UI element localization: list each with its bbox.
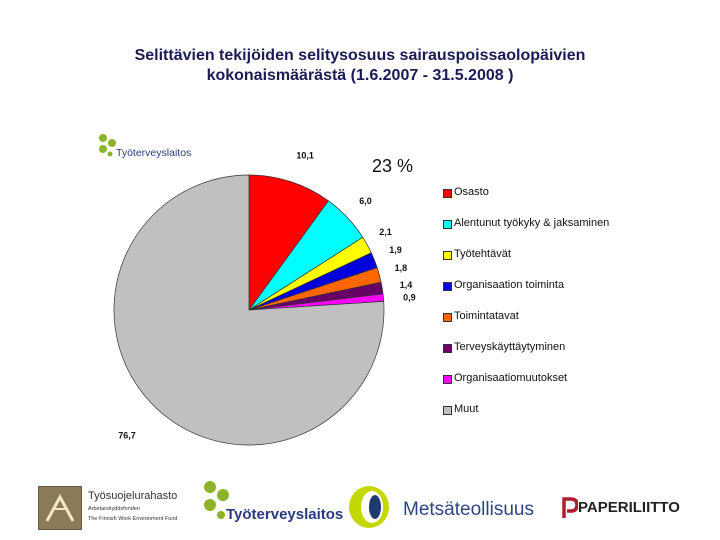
paperiliitto-logo: PAPERILIITTO <box>562 496 692 526</box>
ttl-leaf-icon <box>99 134 116 157</box>
data-label-1: 10,1 <box>296 150 314 160</box>
pie-slice-1 <box>248 174 329 312</box>
legend-label: Muut <box>454 403 479 415</box>
legend-item-8: Muut <box>440 403 640 417</box>
tsr-logo-name: Työsuojelurahasto <box>88 490 178 502</box>
ttl-logo-small: Työterveyslaitos <box>96 130 206 164</box>
legend-item-5: Toimintatavat <box>440 310 640 324</box>
ttl-leaf-icon-large <box>204 481 229 519</box>
legend-label: Työtehtävät <box>454 248 511 260</box>
data-label-4: 1,9 <box>389 245 402 255</box>
metsateollisuus-logo: Metsäteollisuus <box>345 484 555 530</box>
legend-swatch <box>443 375 452 384</box>
paperiliitto-p-icon <box>562 497 578 518</box>
chart-title-line2: kokonaismäärästä (1.6.2007 - 31.5.2008 ) <box>206 67 514 84</box>
legend-item-2: Alentunut työkyky & jaksaminen <box>440 217 640 231</box>
legend-swatch <box>443 406 452 415</box>
legend-item-4: Organisaation toiminta <box>440 279 640 293</box>
legend-swatch <box>443 344 452 353</box>
chart-title: Selittävien tekijöiden selitysosuus sair… <box>60 46 660 86</box>
data-label-8: 76,7 <box>118 431 136 441</box>
ttl-logo-small-label: Työterveyslaitos <box>116 147 192 159</box>
legend-item-7: Organisaatiomuutokset <box>440 372 640 386</box>
legend-label: Toimintatavat <box>454 310 519 322</box>
legend-label: Alentunut työkyky & jaksaminen <box>454 217 610 229</box>
legend-label: Osasto <box>454 186 489 198</box>
legend-label: Organisaatiomuutokset <box>454 372 568 384</box>
pie-slice-8 <box>113 174 385 446</box>
metsateollisuus-logo-name: Metsäteollisuus <box>403 499 534 520</box>
data-label-2: 6,0 <box>359 196 372 206</box>
paperiliitto-logo-name: PAPERILIITTO <box>578 499 680 516</box>
data-label-7: 0,9 <box>403 292 416 302</box>
legend-label: Organisaation toiminta <box>454 279 565 291</box>
tsr-logo: Työsuojelurahasto Arbetarskyddsfonden Th… <box>38 486 178 530</box>
percentage-annotation: 23 % <box>372 156 414 176</box>
legend-swatch <box>443 189 452 198</box>
tsr-logo-sub1: Arbetarskyddsfonden <box>88 506 140 512</box>
legend-swatch <box>443 313 452 322</box>
legend-swatch <box>443 220 452 229</box>
chart-title-line1: Selittävien tekijöiden selitysosuus sair… <box>134 47 586 64</box>
ttl-logo: Työterveyslaitos <box>200 478 345 528</box>
metsateollisuus-emblem-icon <box>349 486 389 528</box>
tsr-logo-sub2: The Finnish Work Environment Fund <box>88 516 178 522</box>
legend-item-3: Työtehtävät <box>440 248 640 262</box>
legend-item-6: Terveyskäyttäytyminen <box>440 341 640 355</box>
tsr-emblem-icon <box>38 486 82 530</box>
data-label-5: 1,8 <box>395 263 408 273</box>
legend-swatch <box>443 251 452 260</box>
legend-item-1: Osasto <box>440 186 640 200</box>
ttl-logo-name: Työterveyslaitos <box>226 506 344 523</box>
data-label-6: 1,4 <box>400 280 413 290</box>
data-label-3: 2,1 <box>379 227 392 237</box>
legend-label: Terveyskäyttäytyminen <box>454 341 566 353</box>
footer-logos: Työsuojelurahasto Arbetarskyddsfonden Th… <box>0 470 720 540</box>
legend-swatch <box>443 282 452 291</box>
